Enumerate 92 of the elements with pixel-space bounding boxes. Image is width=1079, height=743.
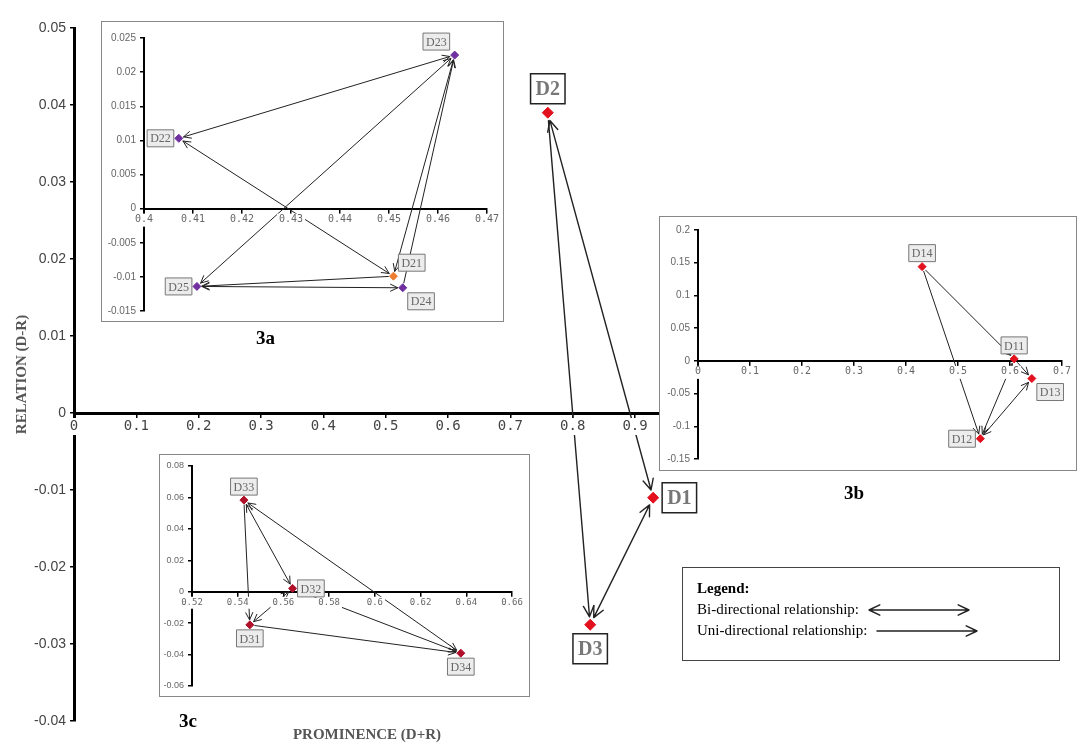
x-tick-label: 0.56 xyxy=(272,596,295,607)
x-tick-label: 0.64 xyxy=(455,596,478,607)
x-tick-label: 0 xyxy=(69,416,79,433)
x-tick-label: 0.6 xyxy=(435,416,461,433)
x-tick-label: 0.3 xyxy=(248,416,274,433)
y-tick-label: 0.03 xyxy=(38,172,67,189)
annotation: D11 xyxy=(1004,338,1025,353)
x-tick-label: 0.6 xyxy=(366,596,383,607)
y-tick-label: -0.005 xyxy=(107,236,137,248)
x-tick-label: 0.5 xyxy=(948,365,968,377)
annotation: D14 xyxy=(911,246,933,261)
text: Legend: xyxy=(697,579,750,598)
y-tick-label: -0.02 xyxy=(34,557,67,574)
text: 3c xyxy=(179,710,197,732)
x-tick-label: 0.7 xyxy=(1052,365,1072,377)
x-tick-label: 0.47 xyxy=(474,213,500,225)
y-tick-label: 0.02 xyxy=(116,65,137,77)
annotation: D22 xyxy=(150,131,171,146)
x-tick-label: 0.66 xyxy=(501,596,523,607)
x-tick-label: 0.7 xyxy=(497,416,524,433)
x-tick-label: 0.8 xyxy=(560,416,586,433)
x-tick-label: 0.2 xyxy=(186,416,212,433)
annotation: D34 xyxy=(450,659,472,674)
x-tick-label: 0.4 xyxy=(310,416,337,433)
y-tick-label: 0.005 xyxy=(110,168,137,180)
y-tick-label: -0.02 xyxy=(163,617,184,628)
y-tick-label: 0 xyxy=(684,354,691,366)
x-tick-label: 0.58 xyxy=(318,596,340,607)
x-tick-label: 0.62 xyxy=(409,596,432,607)
x-tick-label: 0.4 xyxy=(896,365,916,377)
y-tick-label: 0.01 xyxy=(116,134,137,146)
annotation: D21 xyxy=(401,255,423,270)
x-tick-label: 0.9 xyxy=(622,416,648,433)
y-tick-label: 0 xyxy=(130,202,137,214)
y-tick-label: 0.02 xyxy=(166,554,184,565)
annotation: D3 xyxy=(577,636,603,659)
x-tick-label: 0.44 xyxy=(327,213,353,225)
annotation: D13 xyxy=(1039,385,1061,400)
y-tick-label: -0.05 xyxy=(667,387,691,399)
y-tick-label: 0.05 xyxy=(38,18,67,35)
y-tick-label: -0.1 xyxy=(672,420,691,432)
y-tick-label: 0 xyxy=(178,586,184,597)
x-axis-title: PROMINENCE (D+R) xyxy=(292,725,442,743)
annotation: D1 xyxy=(667,485,692,508)
x-tick-label: 0.3 xyxy=(844,365,864,377)
y-tick-label: 0.04 xyxy=(166,523,184,534)
y-tick-label: 0.025 xyxy=(110,31,137,43)
x-tick-label: 0.46 xyxy=(425,213,451,225)
x-tick-label: 0.52 xyxy=(181,596,203,607)
y-tick-label: 0.15 xyxy=(670,256,691,268)
annotation: D23 xyxy=(425,34,447,49)
annotation: D31 xyxy=(239,631,261,646)
annotation: D32 xyxy=(300,581,322,596)
annotation: D2 xyxy=(535,76,561,99)
y-tick-label: -0.06 xyxy=(163,680,184,691)
y-tick-label: -0.04 xyxy=(34,711,67,728)
y-tick-label: -0.04 xyxy=(163,649,184,660)
x-tick-label: 0.43 xyxy=(278,213,304,225)
annotation: D12 xyxy=(951,431,973,446)
x-tick-label: 0.4 xyxy=(134,213,154,225)
y-tick-label: 0.1 xyxy=(676,289,691,301)
y-tick-label: -0.015 xyxy=(107,304,137,316)
y-tick-label: -0.15 xyxy=(667,452,691,464)
y-tick-label: -0.03 xyxy=(34,634,67,651)
y-tick-label: 0.01 xyxy=(38,326,67,343)
x-tick-label: 0.54 xyxy=(226,596,249,607)
annotation: D24 xyxy=(410,294,432,309)
x-tick-label: 0.6 xyxy=(1000,365,1020,377)
y-tick-label: 0.04 xyxy=(38,95,67,112)
y-tick-label: 0.2 xyxy=(676,223,691,235)
y-tick-label: -0.01 xyxy=(113,270,137,282)
text: 3b xyxy=(844,482,865,504)
y-tick-label: 0.06 xyxy=(166,491,184,502)
y-tick-label: 0.015 xyxy=(110,100,137,111)
x-tick-label: 0.42 xyxy=(229,213,255,225)
x-tick-label: 0.5 xyxy=(373,416,399,433)
x-tick-label: 0.2 xyxy=(792,365,812,377)
y-tick-label: -0.01 xyxy=(34,480,67,497)
x-tick-label: 0.1 xyxy=(740,365,760,377)
annotation: D25 xyxy=(168,279,189,294)
y-tick-label: 0.02 xyxy=(38,249,67,266)
annotation: D33 xyxy=(233,479,255,494)
x-tick-label: 0.41 xyxy=(180,213,206,225)
y-tick-label: 0.05 xyxy=(670,321,691,333)
y-tick-label: 0 xyxy=(58,403,67,420)
text: Bi-directional relationship: xyxy=(697,600,860,619)
x-tick-label: 0 xyxy=(694,365,702,377)
text: 3a xyxy=(256,327,275,349)
y-tick-label: 0.08 xyxy=(166,460,184,471)
text: Uni-directional relationship: xyxy=(697,621,868,640)
y-axis-title: RELATION (D-R) xyxy=(12,314,30,435)
x-tick-label: 0.45 xyxy=(376,213,402,225)
